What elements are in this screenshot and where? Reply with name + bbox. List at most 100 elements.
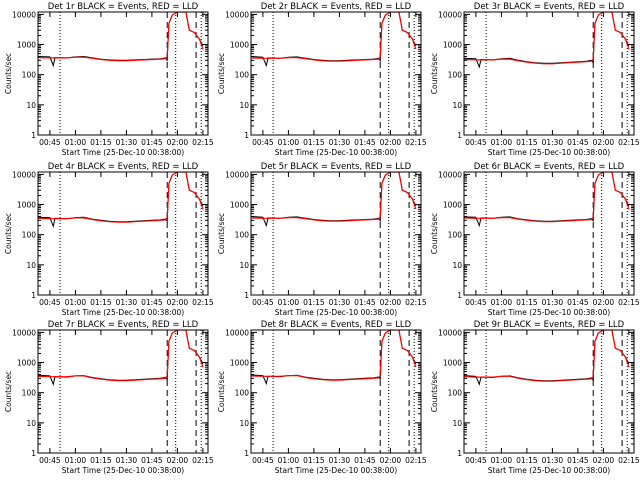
y-axis-label: Counts/sec (430, 53, 439, 94)
x-tick-label: 01:30 (116, 456, 138, 465)
x-tick-label: 02:00 (167, 456, 189, 465)
y-axis-label: Counts/sec (4, 213, 13, 254)
x-tick-label: 00:45 (252, 298, 274, 307)
x-tick-label: 01:00 (491, 456, 513, 465)
y-tick-label: 1 (244, 131, 249, 140)
x-tick-label: 01:15 (303, 456, 325, 465)
y-tick-label: 10 (452, 101, 462, 110)
y-tick-label: 100 (22, 231, 37, 240)
x-tick-label: 00:45 (465, 298, 487, 307)
lld-series-line (464, 12, 630, 65)
y-tick-label: 10000 (438, 10, 462, 19)
x-axis-label: Start Time (25-Dec-10 00:38:00) (62, 148, 184, 157)
lld-series-line (38, 12, 204, 62)
y-tick-label: 10 (26, 419, 36, 428)
y-tick-label: 1000 (17, 41, 36, 50)
x-tick-label: 01:00 (65, 298, 87, 307)
x-tick-label: 01:00 (65, 456, 87, 465)
x-tick-label: 01:00 (65, 138, 87, 147)
plot-area (38, 12, 204, 135)
panel-title: Det 5r BLACK = Events, RED = LLD (261, 162, 412, 172)
x-tick-label: 02:15 (618, 138, 640, 147)
panel-title: Det 7r BLACK = Events, RED = LLD (48, 320, 199, 330)
lld-series-line (251, 330, 417, 381)
y-axis-label: Counts/sec (4, 371, 13, 412)
events-series-line (251, 330, 417, 386)
x-tick-label: 00:45 (465, 138, 487, 147)
x-tick-label: 01:30 (329, 456, 351, 465)
x-tick-label: 01:00 (491, 298, 513, 307)
x-tick-label: 02:15 (192, 298, 214, 307)
y-axis-label: Counts/sec (217, 53, 226, 94)
y-tick-label: 100 (235, 389, 250, 398)
plot-area (38, 172, 204, 295)
x-tick-label: 01:45 (567, 298, 589, 307)
x-axis-label: Start Time (25-Dec-10 00:38:00) (62, 308, 184, 317)
y-tick-label: 1 (31, 131, 36, 140)
plot-frame (463, 11, 635, 136)
plot-area (251, 172, 417, 295)
y-tick-label: 10000 (12, 10, 36, 19)
y-tick-label: 10 (452, 261, 462, 270)
x-tick-label: 01:00 (278, 138, 300, 147)
panel-title: Det 2r BLACK = Events, RED = LLD (261, 2, 412, 12)
x-tick-label: 01:00 (278, 456, 300, 465)
y-tick-label: 10 (26, 261, 36, 270)
y-tick-label: 1 (457, 131, 462, 140)
panel-1: Det 1r BLACK = Events, RED = LLD 1 10 100 10… (4, 2, 214, 157)
y-tick-label: 100 (448, 71, 463, 80)
y-tick-label: 1 (31, 291, 36, 300)
plot-frame (37, 171, 209, 296)
lld-series-line (38, 330, 204, 382)
x-tick-label: 00:45 (252, 456, 274, 465)
x-axis-label: Start Time (25-Dec-10 00:38:00) (275, 308, 397, 317)
plot-area (464, 12, 630, 135)
y-tick-label: 100 (235, 231, 250, 240)
x-tick-label: 02:15 (405, 298, 427, 307)
panel-title: Det 8r BLACK = Events, RED = LLD (261, 320, 412, 330)
x-tick-label: 02:00 (380, 138, 402, 147)
y-tick-label: 1 (457, 449, 462, 458)
x-tick-label: 02:00 (593, 138, 615, 147)
x-tick-label: 01:45 (567, 138, 589, 147)
x-tick-label: 00:45 (39, 456, 61, 465)
x-tick-label: 00:45 (465, 456, 487, 465)
panel-title: Det 3r BLACK = Events, RED = LLD (474, 2, 625, 12)
x-tick-label: 02:15 (405, 138, 427, 147)
plot-frame (463, 329, 635, 454)
panel-5: Det 5r BLACK = Events, RED = LLD 1 10 100 10… (217, 162, 427, 317)
x-tick-label: 01:30 (116, 298, 138, 307)
x-tick-label: 01:00 (278, 298, 300, 307)
y-tick-label: 1000 (230, 359, 249, 368)
plot-frame (250, 11, 422, 136)
y-tick-label: 10000 (438, 170, 462, 179)
events-series-line (464, 330, 630, 386)
panel-3: Det 3r BLACK = Events, RED = LLD 1 10 100 10… (430, 2, 640, 157)
y-tick-label: 10 (239, 419, 249, 428)
y-tick-label: 1 (31, 449, 36, 458)
panel-title: Det 4r BLACK = Events, RED = LLD (48, 162, 199, 172)
plot-area (251, 12, 417, 135)
x-tick-label: 02:00 (593, 298, 615, 307)
x-tick-label: 01:00 (491, 138, 513, 147)
y-tick-label: 10 (26, 101, 36, 110)
x-tick-label: 01:30 (329, 138, 351, 147)
x-tick-label: 01:15 (516, 298, 538, 307)
x-tick-label: 01:30 (116, 138, 138, 147)
y-tick-label: 100 (235, 71, 250, 80)
y-tick-label: 10000 (12, 170, 36, 179)
y-tick-label: 100 (22, 71, 37, 80)
y-axis-label: Counts/sec (430, 371, 439, 412)
lld-series-line (464, 330, 630, 382)
x-tick-label: 02:15 (618, 456, 640, 465)
x-tick-label: 01:45 (141, 138, 163, 147)
x-axis-label: Start Time (25-Dec-10 00:38:00) (488, 466, 610, 475)
x-tick-label: 01:30 (542, 298, 564, 307)
panel-title: Det 9r BLACK = Events, RED = LLD (474, 320, 625, 330)
y-tick-label: 10000 (225, 328, 249, 337)
y-tick-label: 10 (239, 261, 249, 270)
y-tick-label: 1000 (443, 201, 462, 210)
x-tick-label: 02:15 (192, 456, 214, 465)
x-axis-label: Start Time (25-Dec-10 00:38:00) (488, 148, 610, 157)
